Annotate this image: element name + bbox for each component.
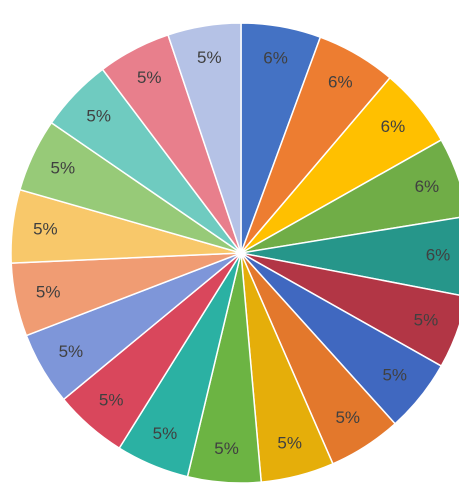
pie-slice-label-4: 6% xyxy=(415,177,440,196)
pie-slice-label-14: 5% xyxy=(36,283,61,302)
pie-slice-4 xyxy=(240,138,459,254)
pie-slices xyxy=(10,22,459,484)
pie-slice-label-9: 5% xyxy=(277,433,302,452)
pie-slice-label-16: 5% xyxy=(51,159,76,178)
pie-slice-label-7: 5% xyxy=(382,366,407,385)
pie-labels: 6% 6% 6% 6% 6% 5% 5% 5% 5% 5% 5% 5% 5% 5% 5% 5% 5% 5% 5% xyxy=(33,48,450,458)
pie-slice-label-19: 5% xyxy=(197,48,222,67)
pie-slice-19 xyxy=(167,22,242,254)
pie-slice-label-3: 6% xyxy=(381,117,406,136)
pie-slice-label-10: 5% xyxy=(214,439,239,458)
pie-slice-label-11: 5% xyxy=(153,424,178,443)
pie-slice-label-8: 5% xyxy=(335,408,360,427)
pie-slice-5 xyxy=(240,216,459,296)
pie-slice-label-18: 5% xyxy=(137,68,162,87)
pie-slice-label-1: 6% xyxy=(263,49,288,68)
pie-slice-label-15: 5% xyxy=(33,219,58,238)
pie-slice-label-13: 5% xyxy=(59,342,84,361)
pie-slice-label-6: 5% xyxy=(414,310,439,329)
pie-slice-label-17: 5% xyxy=(86,106,111,125)
pie-slice-label-5: 6% xyxy=(426,245,451,264)
pie-slice-label-2: 6% xyxy=(328,72,353,91)
pie-slice-label-12: 5% xyxy=(99,391,124,410)
